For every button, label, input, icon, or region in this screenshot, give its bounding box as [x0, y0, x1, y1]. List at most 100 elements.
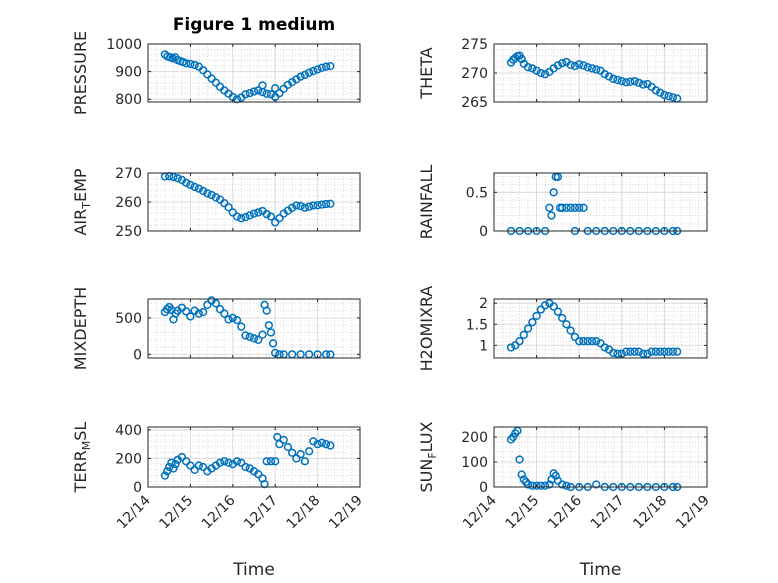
data-point — [211, 78, 220, 87]
data-point — [570, 332, 580, 342]
data-point — [224, 203, 233, 212]
data-point — [528, 318, 537, 327]
data-series — [160, 432, 335, 489]
data-point — [232, 95, 242, 104]
data-point — [296, 72, 305, 81]
data-point — [609, 74, 618, 83]
data-point — [626, 77, 635, 86]
data-point — [558, 480, 567, 489]
data-point — [558, 58, 567, 68]
data-series — [160, 172, 335, 227]
y-axis-label: RAINFALL — [417, 165, 436, 240]
data-point — [304, 68, 314, 77]
data-point — [249, 334, 259, 343]
data-point — [587, 336, 597, 346]
data-point — [566, 60, 575, 70]
data-point — [182, 178, 191, 188]
y-tick-label: 800 — [115, 92, 142, 108]
subplot-rainfall: 0 0.5 RAINFALL — [417, 165, 708, 240]
data-point — [547, 211, 556, 220]
data-point — [613, 75, 622, 85]
subplot-air-temp: 250 260 270 AIRTEMP — [71, 166, 361, 240]
data-point — [609, 348, 618, 358]
data-point — [190, 465, 199, 475]
data-point — [592, 336, 601, 346]
data-point — [203, 70, 212, 79]
data-point — [241, 331, 250, 340]
data-point — [583, 63, 592, 72]
data-point — [262, 210, 271, 219]
data-point — [266, 457, 276, 466]
data-point — [668, 93, 678, 102]
data-point — [664, 347, 673, 356]
axes-box — [147, 426, 361, 488]
y-tick-label: 1 — [479, 338, 488, 354]
data-point — [570, 61, 580, 71]
y-tick-label: 100 — [461, 455, 488, 471]
data-point — [300, 70, 310, 80]
data-point — [587, 64, 597, 73]
data-point — [506, 343, 516, 352]
y-axis-label-part: MIXDEPTH — [71, 287, 90, 370]
plot-area — [148, 44, 360, 102]
y-tick-label: 200 — [461, 430, 488, 446]
data-point — [232, 212, 242, 221]
data-point — [254, 208, 263, 217]
axes-box — [147, 43, 361, 103]
data-point — [288, 448, 297, 457]
data-point — [321, 199, 331, 209]
data-point — [523, 480, 533, 489]
data-point — [186, 180, 195, 190]
x-tick-label: 12/15 — [503, 493, 543, 533]
data-point — [634, 78, 643, 88]
data-point — [254, 469, 263, 479]
data-point — [203, 300, 212, 309]
data-point — [575, 336, 584, 346]
data-point — [262, 306, 271, 315]
data-point — [198, 186, 208, 196]
data-point — [651, 86, 661, 95]
y-tick-label: 0 — [479, 480, 488, 496]
axes-box — [493, 172, 708, 232]
x-tick-label: 12/18 — [284, 493, 324, 533]
data-point — [673, 347, 682, 356]
subplot-h2omixra: 1 1.5 2 H2OMIXRA — [417, 286, 708, 372]
data-point — [532, 66, 541, 75]
data-point — [551, 471, 560, 480]
data-point — [621, 78, 631, 87]
data-point — [264, 321, 273, 330]
data-point — [186, 312, 195, 321]
y-tick-label: 900 — [115, 65, 142, 81]
data-point — [655, 347, 665, 356]
y-tick-label: 250 — [115, 224, 142, 240]
data-point — [536, 481, 546, 490]
y-axis-label-part: LUX — [417, 421, 436, 452]
y-axis-label-part: EMP — [71, 168, 90, 202]
data-point — [245, 89, 254, 98]
x-tick-label: 12/17 — [241, 493, 281, 533]
y-tick-label: 400 — [115, 423, 142, 439]
axes-box — [493, 298, 708, 359]
data-point — [523, 324, 533, 333]
data-point — [266, 328, 276, 337]
plot-area — [494, 173, 707, 231]
data-point — [532, 481, 541, 490]
data-point — [207, 74, 216, 83]
data-point — [655, 88, 665, 97]
data-point — [664, 92, 673, 101]
x-tick-label: 12/14 — [460, 492, 500, 532]
data-point — [313, 65, 322, 74]
data-point — [532, 311, 541, 321]
data-point — [194, 309, 204, 318]
data-point — [160, 471, 170, 480]
y-tick-label: 1.5 — [466, 317, 488, 333]
data-point — [211, 299, 220, 308]
x-tick-label: 12/15 — [156, 493, 196, 533]
data-point — [643, 349, 652, 358]
data-point — [660, 90, 669, 100]
data-point — [194, 461, 204, 470]
data-point — [630, 347, 639, 356]
data-point — [553, 61, 563, 70]
data-point — [254, 86, 263, 95]
y-axis-label: H2OMIXRA — [417, 286, 436, 372]
